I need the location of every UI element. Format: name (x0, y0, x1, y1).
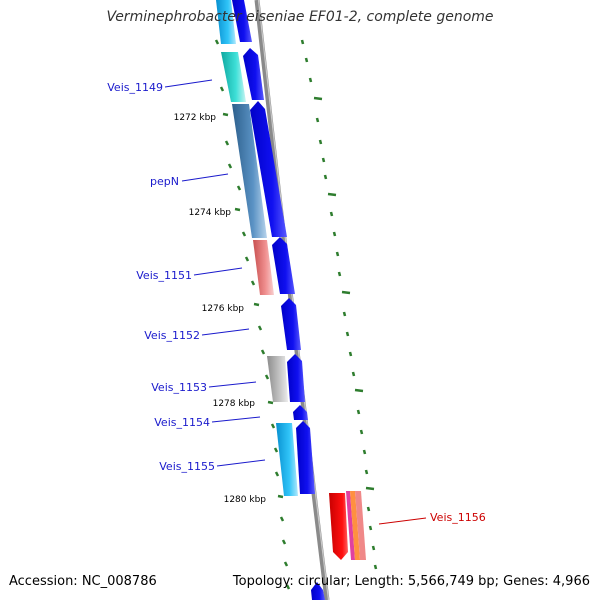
leader-veis-1152 (201, 328, 250, 336)
gene-label-pepn[interactable]: pepN (150, 175, 179, 188)
cds-arrow-bottom (311, 582, 325, 600)
gene-labels: Veis_1149 pepN Veis_1151 Veis_1152 Veis_… (107, 81, 485, 524)
veis-1156-cog-stripe-magenta (346, 491, 355, 560)
cds-arrow-veis-1154 (293, 405, 308, 420)
cds-arrow-veis-1152 (281, 298, 301, 350)
scale-label-1272: 1272 kbp (174, 113, 217, 123)
veis-1156-arrow (329, 493, 348, 560)
outer-tick-ring (300, 39, 378, 570)
cog-block-veis-1153 (267, 356, 288, 402)
cog-block-top (216, 0, 236, 44)
topology-text: Topology: circular; Length: 5,566,749 bp… (232, 574, 590, 589)
scale-labels: 1272 kbp 1274 kbp 1276 kbp 1278 kbp 1280… (174, 113, 267, 505)
scale-label-1274: 1274 kbp (189, 208, 232, 218)
gene-label-veis-1151[interactable]: Veis_1151 (136, 269, 192, 282)
genome-backbone-highlight (257, 0, 330, 600)
leader-veis-1149 (164, 79, 213, 88)
leader-veis-1151 (193, 267, 243, 276)
leader-veis-1155 (216, 459, 266, 467)
veis-1156-cog-stripe-orange (350, 491, 360, 560)
cds-arrow-top (232, 0, 252, 42)
inner-tick-ring (214, 39, 291, 590)
leader-veis-1154 (211, 416, 261, 423)
scale-label-1276: 1276 kbp (202, 304, 245, 314)
cds-arrow-pepn (250, 101, 287, 237)
leader-veis-1156 (378, 517, 427, 525)
gene-label-veis-1152[interactable]: Veis_1152 (144, 329, 200, 342)
cog-block-veis-1155 (276, 423, 298, 496)
cds-arrow-veis-1155 (296, 421, 315, 494)
veis-1156-cog-stripe-salmon (355, 491, 366, 560)
gene-label-veis-1155[interactable]: Veis_1155 (159, 460, 215, 473)
scale-label-1278: 1278 kbp (213, 399, 256, 409)
gene-label-veis-1149[interactable]: Veis_1149 (107, 81, 163, 94)
veis-1156-feature (329, 491, 366, 560)
cds-arrow-veis-1151 (272, 237, 295, 294)
map-title: Verminephrobacter eiseniae EF01-2, compl… (106, 9, 494, 25)
accession-text: Accession: NC_008786 (9, 574, 157, 589)
cog-block-pepn (232, 104, 267, 238)
genome-backbone (254, 0, 330, 600)
gene-label-leaders (164, 79, 427, 525)
cds-arrow-veis-1153 (287, 354, 305, 402)
cds-arrows (232, 0, 325, 600)
cog-block-veis-1149 (221, 52, 246, 102)
scale-label-1280: 1280 kbp (224, 495, 267, 505)
cds-arrow-veis-1149 (243, 48, 264, 100)
leader-veis-1153 (208, 381, 257, 388)
leader-pepn (181, 173, 229, 182)
gene-label-veis-1156[interactable]: Veis_1156 (430, 511, 486, 524)
cog-block-veis-1151 (253, 240, 274, 295)
gene-label-veis-1154[interactable]: Veis_1154 (154, 416, 210, 429)
gene-label-veis-1153[interactable]: Veis_1153 (151, 381, 207, 394)
cog-blocks (216, 0, 298, 496)
